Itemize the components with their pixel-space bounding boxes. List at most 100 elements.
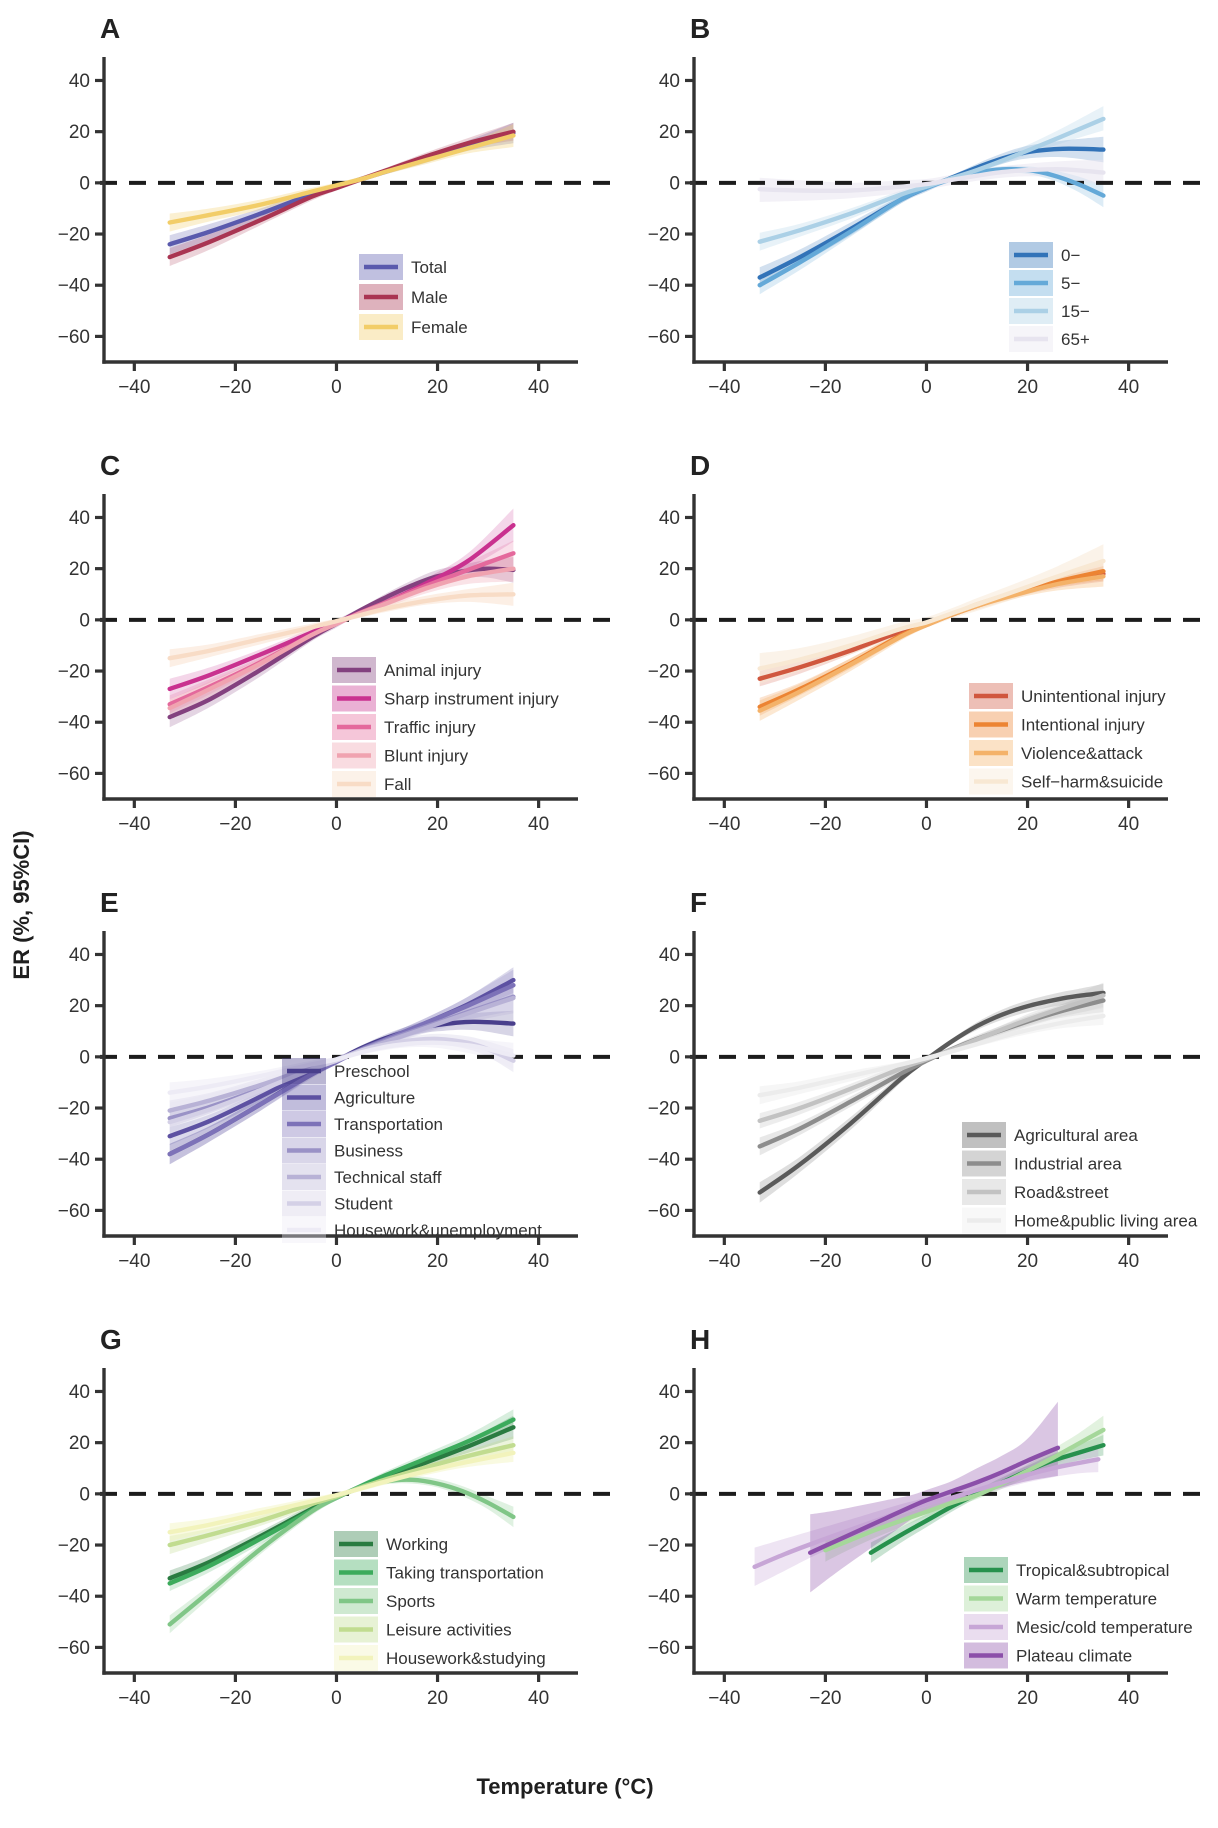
y-tick-label: 20 [69,559,90,580]
panel-f-chart: 40 20 0 −20 −40 −60 −40 −20 0 20 40 Agricultural ar… [648,887,1204,1272]
series-line [167,1036,516,1125]
y-tick-label: 20 [69,996,90,1017]
x-axis-title: Temperature (°C) [476,1774,654,1799]
x-tick-label: −40 [708,1688,740,1709]
legend-label: Total [411,258,447,277]
x-tick-label: −40 [708,814,740,835]
x-tick-label: −20 [219,1251,251,1272]
y-tick-label: −60 [648,1201,680,1222]
legend-label: Unintentional injury [1021,687,1166,706]
y-tick-label: −20 [648,662,680,683]
y-tick-label: 40 [69,945,90,966]
x-tick-label: 0 [331,1251,342,1272]
x-tick-label: 20 [427,377,448,398]
legend-label: Taking transportation [386,1564,544,1583]
x-tick-label: 20 [427,1251,448,1272]
legend-label: Traffic injury [384,718,476,737]
series-line [757,990,1106,1195]
y-tick-label: 20 [659,996,680,1017]
legend-label: Female [411,318,468,337]
panel-letter: H [690,1324,710,1355]
legend-label: Business [334,1142,403,1161]
panel-letter: C [100,450,120,481]
series-line [808,1445,1061,1555]
y-tick-label: 20 [69,1433,90,1454]
x-tick-label: 40 [528,377,549,398]
series-band [169,508,514,700]
legend-label: Fall [384,775,411,794]
y-tick-label: 40 [659,508,680,529]
legend-label: Plateau climate [1016,1647,1132,1666]
y-tick-label: −20 [58,1536,90,1557]
y-tick-label: 0 [79,173,90,194]
series-line [167,1450,516,1535]
legend-label: Housework&unemployment [334,1221,542,1240]
y-tick-label: 40 [69,1382,90,1403]
x-tick-label: 20 [1017,1251,1038,1272]
legend-label: Home&public living area [1014,1212,1198,1231]
y-tick-label: 40 [659,71,680,92]
y-axis-title: ER (%, 95%CI) [9,830,34,980]
series-line [757,166,1106,194]
y-tick-label: −60 [648,764,680,785]
x-tick-label: 0 [331,1688,342,1709]
x-tick-label: −20 [219,1688,251,1709]
x-tick-label: 0 [921,377,932,398]
series-band [169,1010,514,1165]
series-band [169,582,514,668]
y-tick-label: −60 [58,1638,90,1659]
y-tick-label: −60 [58,1201,90,1222]
legend-label: Warm temperature [1016,1590,1157,1609]
x-tick-label: −20 [219,377,251,398]
y-tick-label: 20 [659,1433,680,1454]
series-band [169,969,514,1165]
legend-label: 0− [1061,246,1080,265]
x-tick-label: 0 [921,1251,932,1272]
legend-label: 15− [1061,302,1090,321]
y-tick-label: −40 [58,276,90,297]
panel-letter: F [690,887,707,918]
legend-label: Student [334,1195,393,1214]
y-tick-label: −20 [648,1099,680,1120]
panel-e-chart: 40 20 0 −20 −40 −60 −40 −20 0 20 40 Preschool Agricu… [58,887,614,1272]
series-line [167,133,516,225]
y-tick-label: −40 [648,1587,680,1608]
series-line [167,1417,516,1586]
legend-label: Transportation [334,1115,443,1134]
y-tick-label: 40 [69,508,90,529]
x-tick-label: −20 [219,814,251,835]
legend-label: Male [411,288,448,307]
panel-letter: D [690,450,710,481]
y-tick-label: 40 [659,1382,680,1403]
legend-label: Animal injury [384,661,482,680]
legend-label: Mesic/cold temperature [1016,1618,1193,1637]
series-band [870,1435,1104,1563]
y-tick-label: 40 [659,945,680,966]
x-tick-label: 40 [1118,377,1139,398]
y-tick-label: −60 [58,764,90,785]
series-line [757,1013,1106,1098]
y-tick-label: −60 [648,327,680,348]
legend-label: Blunt injury [384,747,469,766]
y-tick-label: −20 [58,1099,90,1120]
y-tick-label: 20 [659,122,680,143]
x-tick-label: 0 [921,814,932,835]
x-tick-label: 20 [427,1688,448,1709]
series-line [167,1040,516,1095]
y-tick-label: 40 [69,71,90,92]
series-line [752,1457,1101,1569]
y-tick-label: −40 [58,713,90,734]
panel-letter: G [100,1324,122,1355]
legend-label: Sports [386,1592,435,1611]
panel-h-chart: 40 20 0 −20 −40 −60 −40 −20 0 20 40 Tropical&subtro… [648,1324,1204,1709]
series-line [757,558,1106,671]
x-tick-label: 40 [1118,814,1139,835]
x-tick-label: 20 [427,814,448,835]
legend-label: 65+ [1061,330,1090,349]
panel-c-chart: 40 20 0 −20 −40 −60 −40 −20 0 20 40 Animal injury Sh… [58,450,614,835]
y-tick-label: 0 [669,173,680,194]
legend-label: Technical staff [334,1168,442,1187]
panel-letter: E [100,887,119,918]
series-band [169,124,514,232]
